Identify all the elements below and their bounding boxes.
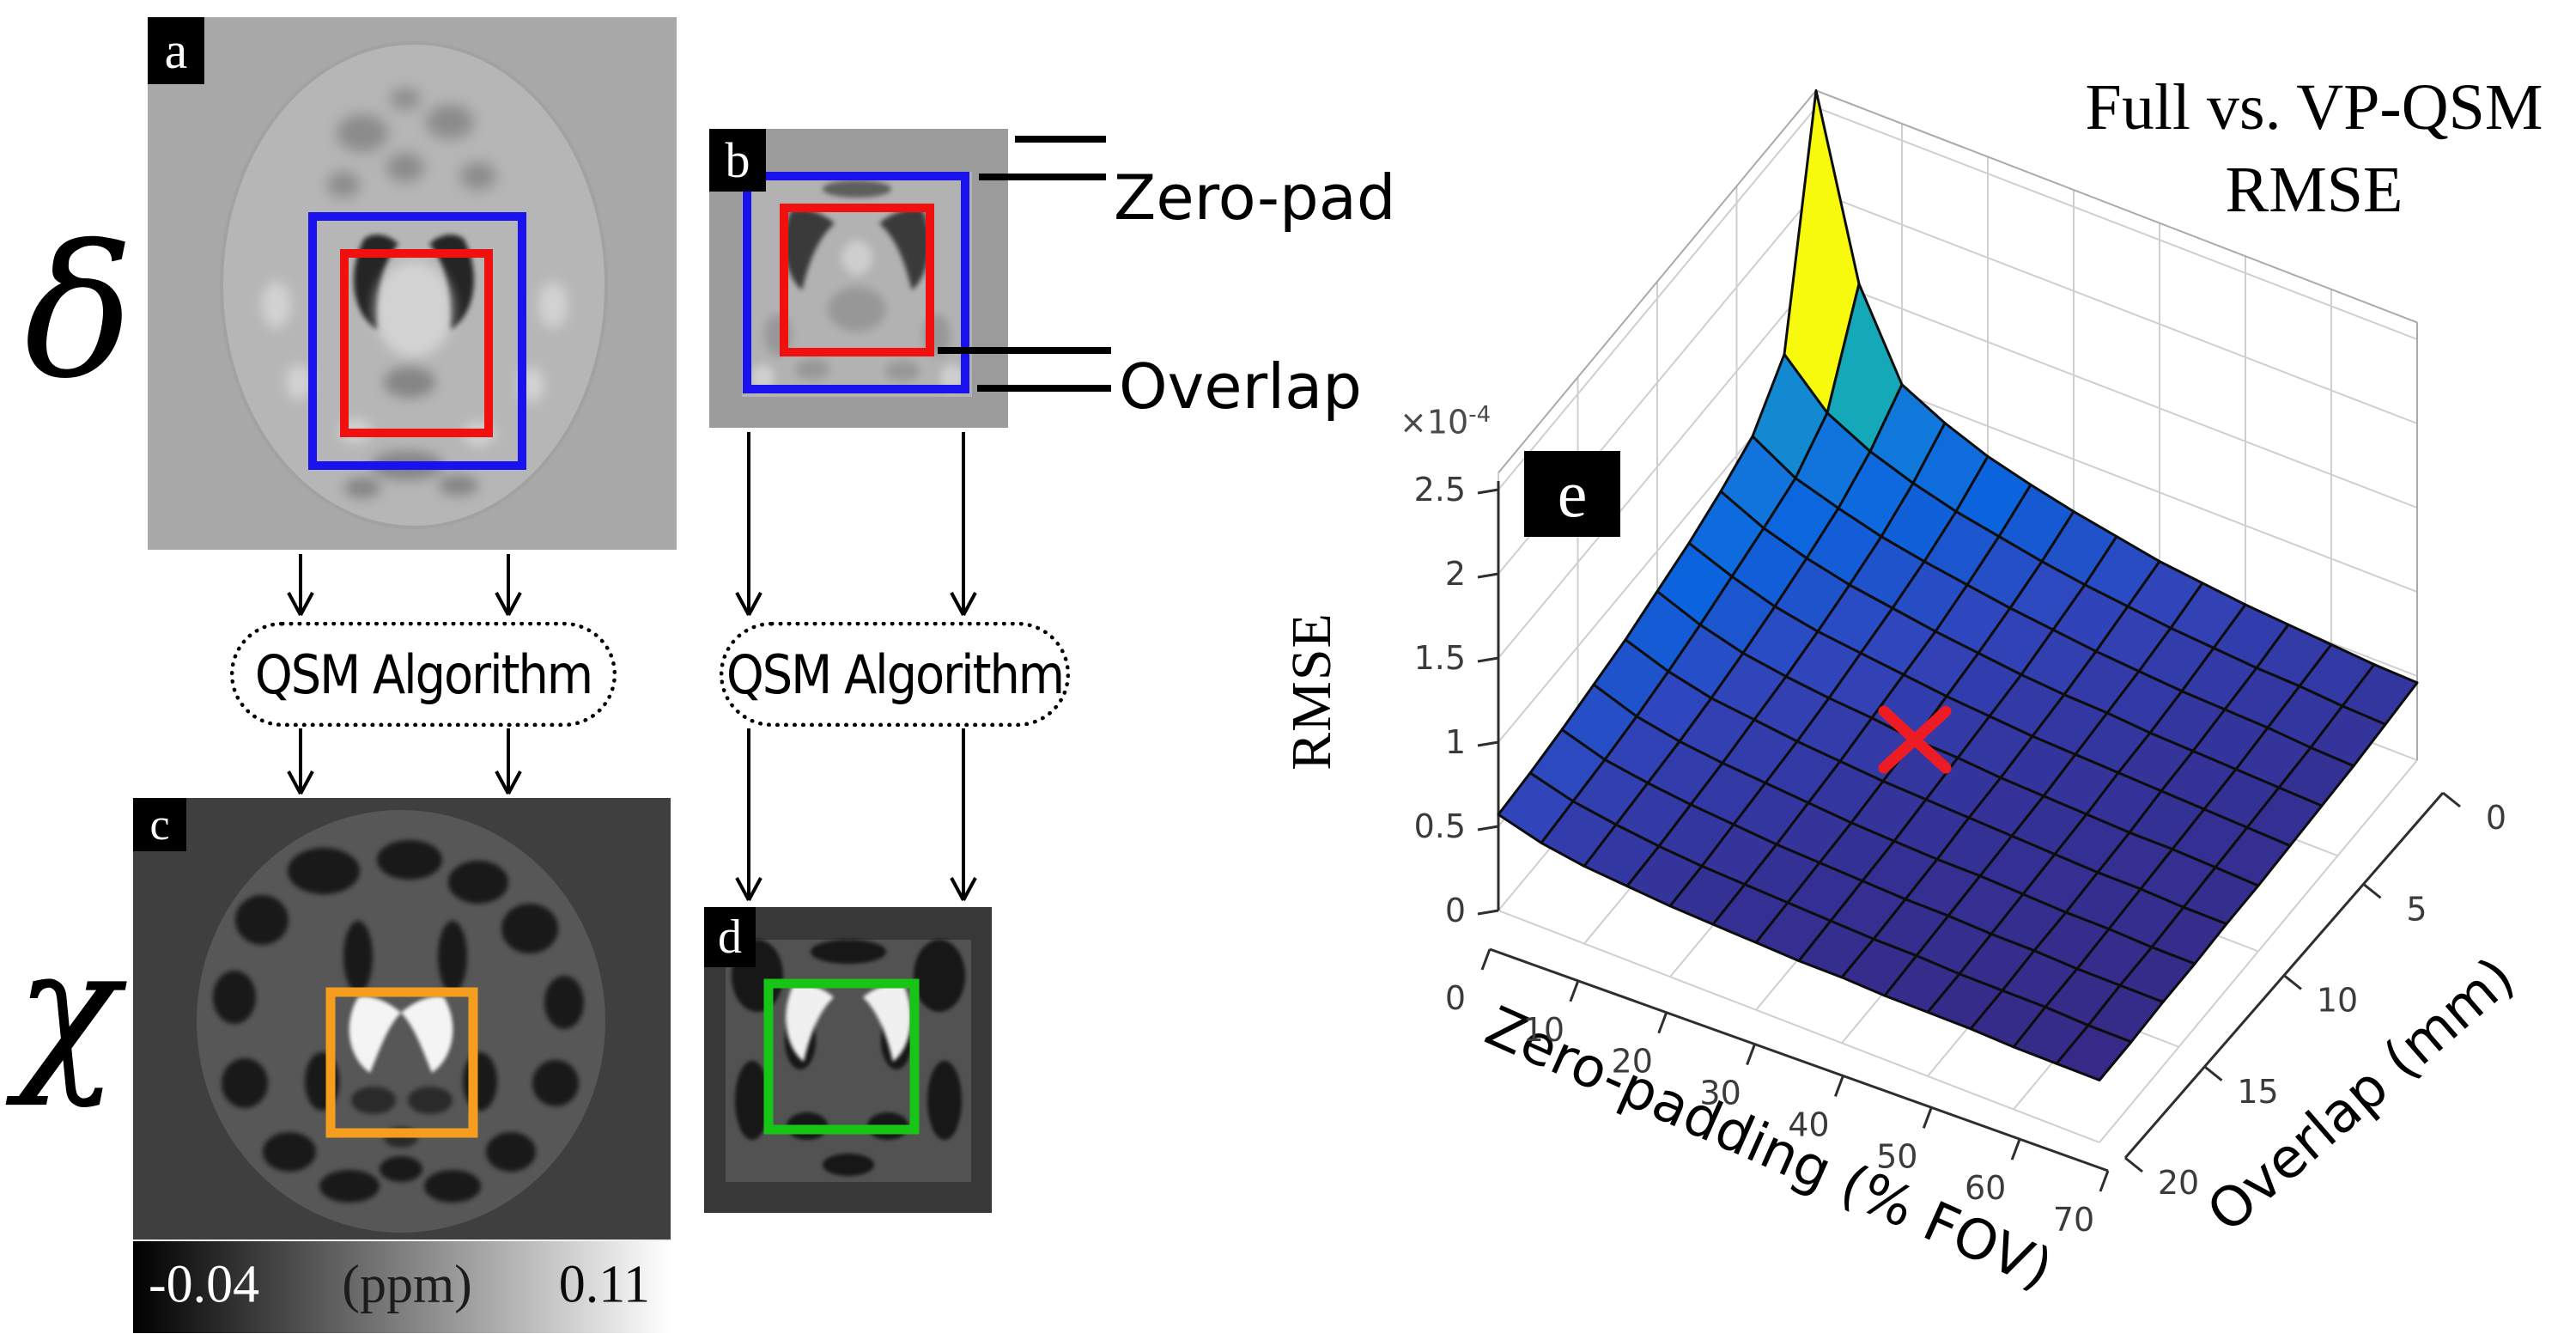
svg-text:5: 5 [2406, 890, 2427, 928]
panel-b-zeropad-image: b [709, 129, 1008, 428]
colorbar-max-value: 0.11 [558, 1255, 650, 1314]
z-axis-label: RMSE [1279, 612, 1343, 770]
panel-d-patch-result: d [704, 907, 992, 1213]
colorbar-units: (ppm) [342, 1255, 472, 1314]
panel-d-label: d [704, 907, 756, 967]
delta-symbol: δ [24, 206, 134, 418]
qsm-algorithm-oval-right: QSM Algorithm [720, 622, 1070, 727]
surface-plot-title-line2: RMSE [2225, 154, 2403, 226]
x-axis-label: Zero-padding (% FOV) [1476, 995, 2062, 1302]
svg-text:2.5: 2.5 [1414, 471, 1466, 509]
brain-susceptibility-illustration [133, 798, 671, 1240]
qsm-algorithm-oval-left: QSM Algorithm [230, 622, 617, 727]
surface-plot-title-line1: Full vs. VP-QSM [2085, 71, 2543, 143]
y-axis-label: Overlap (mm) [2196, 945, 2527, 1246]
panel-a-phase-image: a [148, 17, 677, 550]
brain-phase-illustration [148, 17, 677, 550]
overlap-annotation: Overlap [1119, 350, 1363, 423]
svg-text:2: 2 [1445, 555, 1466, 593]
qsm-algorithm-right-text: QSM Algorithm [726, 643, 1065, 706]
svg-text:1.5: 1.5 [1414, 639, 1466, 677]
svg-text:60: 60 [1965, 1169, 2006, 1207]
panel-e-label: e [1524, 451, 1620, 537]
roi-blue-box-a [308, 212, 526, 470]
roi-orange-box-c [325, 987, 478, 1138]
panel-a-label: a [148, 17, 204, 84]
roi-blue-box-b [743, 172, 969, 393]
svg-text:20: 20 [2158, 1164, 2199, 1202]
chi-symbol: χ [15, 911, 118, 1110]
z-axis-scale-note: ×10-4 [1400, 402, 1492, 442]
svg-text:0.5: 0.5 [1414, 807, 1466, 845]
panel-c-label: c [133, 798, 186, 851]
roi-red-box-a [340, 249, 493, 437]
colorbar: -0.04 (ppm) 0.11 [133, 1240, 671, 1333]
roi-green-box-d [763, 978, 920, 1135]
zero-pad-annotation: Zero-pad [1114, 161, 1396, 234]
panel-b-label: b [709, 129, 766, 192]
svg-text:0: 0 [1445, 892, 1466, 929]
brain-patch-result-illustration [704, 907, 992, 1213]
colorbar-min-value: -0.04 [149, 1255, 260, 1314]
roi-red-box-b [780, 204, 934, 356]
svg-text:15: 15 [2237, 1073, 2278, 1111]
svg-text:1: 1 [1445, 723, 1466, 761]
svg-text:10: 10 [2317, 982, 2358, 1020]
qsm-algorithm-left-text: QSM Algorithm [254, 643, 593, 706]
svg-text:0: 0 [2486, 799, 2506, 837]
svg-text:0: 0 [1445, 979, 1466, 1017]
minimum-rmse-marker [1878, 705, 1952, 774]
panel-c-susceptibility-map: c [133, 798, 671, 1240]
svg-text:70: 70 [2053, 1201, 2094, 1239]
